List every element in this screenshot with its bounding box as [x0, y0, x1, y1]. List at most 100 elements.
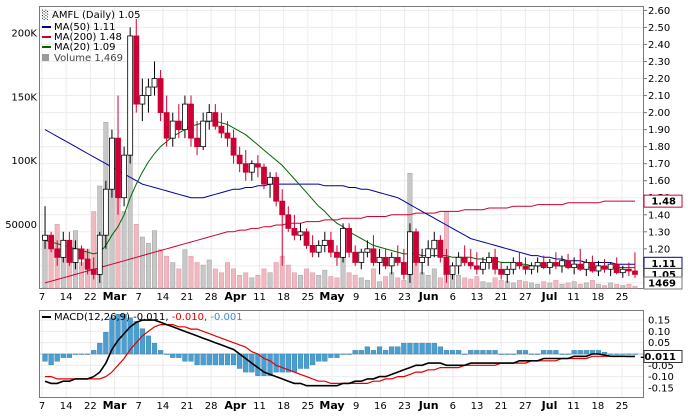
macd-badge-box	[643, 349, 683, 363]
axis-labels: 2.60 2.50 2.40 2.30 2.20 2.10 2.00 1.90 1.80 1.70…	[5, 6, 674, 412]
ticker-icon: ░	[42, 9, 49, 21]
macd-hist-bar	[547, 350, 553, 355]
macd-hist-bar	[42, 353, 48, 362]
volume-bar	[133, 224, 139, 289]
macd-hist-bar	[340, 353, 346, 355]
candle-body	[303, 231, 310, 246]
macd-hist-bar	[535, 353, 541, 355]
macd-hist-bar	[395, 346, 401, 355]
candle-body	[352, 251, 359, 263]
date-label: 11	[567, 292, 580, 303]
candle-body	[84, 258, 91, 270]
date-label: 27	[519, 292, 532, 303]
candle-body	[218, 125, 225, 134]
candle-body	[236, 154, 243, 165]
candle-body	[601, 265, 608, 270]
macd-hist-bar	[310, 353, 316, 366]
macd-hist-bar	[571, 350, 577, 355]
volume-bar	[298, 275, 303, 289]
volume-bar	[547, 282, 553, 289]
macd-hist-bar	[133, 321, 139, 355]
candle-body	[309, 245, 316, 253]
macd-hist-bar	[608, 353, 614, 355]
macd-hist-bar	[383, 350, 389, 355]
candle-body	[145, 86, 152, 96]
date-label: 14	[60, 401, 73, 412]
candle-body	[534, 262, 541, 267]
price-tick-label: 2.60	[648, 6, 670, 17]
volume-bar	[510, 282, 516, 289]
volume-bar	[182, 249, 188, 289]
macd-badge: -0.011	[640, 352, 676, 363]
volume-bar	[608, 282, 614, 289]
macd-hist-bar	[559, 353, 565, 355]
macd-legend-prefix: MACD(12,26,9)	[54, 312, 130, 323]
macd-hist-bar	[145, 335, 152, 355]
macd-hist-bar	[139, 328, 145, 355]
candle-body	[182, 103, 188, 131]
volume-bar	[456, 275, 462, 289]
macd-hist-bar	[72, 353, 79, 355]
volume-bar	[364, 280, 370, 289]
candle-body	[388, 256, 395, 267]
volume-bar	[596, 283, 601, 289]
volume-bar	[322, 269, 328, 289]
candle-body	[382, 256, 389, 267]
candle-body	[321, 239, 328, 246]
date-label: 25	[616, 292, 629, 303]
volume-bar	[152, 230, 157, 289]
date-label: 18	[277, 401, 290, 412]
candle-body	[577, 263, 584, 270]
price-tick-label: 1.60	[648, 176, 670, 187]
candle-body	[212, 112, 219, 127]
date-label: 27	[519, 401, 532, 412]
macd-hist-bar	[176, 353, 182, 358]
volume-bar	[571, 281, 577, 289]
macd-hist-bar	[267, 353, 273, 376]
volume-bar	[255, 275, 261, 289]
volume-bar	[188, 255, 194, 289]
volume-bar	[194, 262, 200, 289]
candle-body	[565, 260, 571, 268]
date-label: 22	[84, 401, 97, 412]
candle-body	[200, 120, 207, 148]
macd-hist-bar	[151, 342, 158, 355]
date-label: 11	[567, 401, 580, 412]
volume-bar	[486, 282, 492, 289]
volume-bar	[498, 280, 504, 289]
candle-body	[163, 112, 170, 139]
candle-body	[54, 248, 61, 258]
candle-body	[461, 256, 468, 263]
macd-hist-bar	[334, 353, 340, 358]
date-label: 25	[616, 401, 629, 412]
macd-hist-bar	[48, 353, 54, 366]
candle-body	[413, 231, 419, 263]
candle-body	[72, 248, 79, 263]
candle-body	[267, 176, 273, 185]
date-label: 18	[277, 292, 290, 303]
volume-bar	[237, 275, 243, 289]
price-tick-label: 2.10	[648, 91, 670, 102]
macd-hist-bar	[224, 353, 231, 366]
price-tick-label: 2.30	[648, 57, 670, 68]
macd-hist-bar	[194, 353, 200, 366]
volume-badge: 1469	[648, 279, 676, 290]
date-label: May	[319, 290, 344, 303]
date-label: 25	[301, 292, 314, 303]
macd-tick-label: 0.05	[648, 338, 670, 349]
volume-bar	[231, 268, 237, 289]
macd-hist-bar	[78, 353, 85, 355]
volume-bar	[437, 277, 443, 289]
candle-body	[516, 262, 523, 267]
macd-hist-bar	[480, 350, 486, 355]
candle-body	[510, 262, 517, 270]
macd-hist-bar	[437, 346, 443, 355]
candle-body	[632, 270, 638, 275]
candle-body	[595, 265, 602, 272]
candle-body	[188, 103, 194, 139]
candle-body	[431, 239, 438, 250]
candle-body	[522, 265, 529, 270]
volume-bar	[261, 268, 267, 289]
price-tick-label: 2.20	[648, 74, 670, 85]
candle-body	[346, 227, 353, 253]
